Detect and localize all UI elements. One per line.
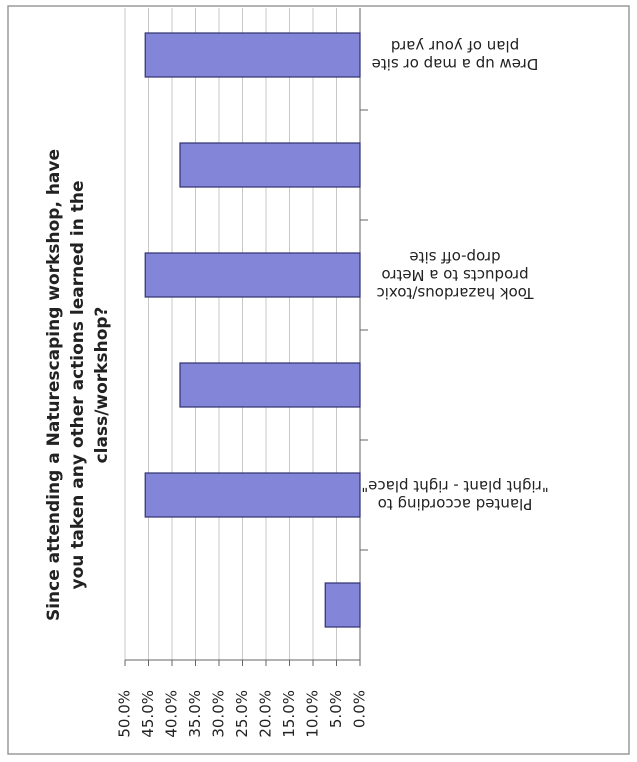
y-tick-label: 15.0% xyxy=(280,690,298,738)
bar xyxy=(179,142,361,188)
bar xyxy=(179,362,361,408)
x-tick-label: Planted according to"right plant - right… xyxy=(361,478,548,514)
bar xyxy=(144,472,361,518)
bar xyxy=(144,32,361,78)
y-tick-label: 45.0% xyxy=(139,690,157,738)
chart-title: Since attending a Naturescaping workshop… xyxy=(44,149,112,621)
bar xyxy=(324,582,361,628)
y-tick-label: 5.0% xyxy=(327,690,345,728)
x-tick-label: Drew up a map or siteplan of your yard xyxy=(372,38,539,74)
y-tick-label: 40.0% xyxy=(163,690,181,738)
y-tick-label: 0.0% xyxy=(351,690,369,728)
y-tick-label: 25.0% xyxy=(233,690,251,738)
y-tick-label: 35.0% xyxy=(186,690,204,738)
bar xyxy=(144,252,361,298)
x-tick-label: Took hazardous/toxicproducts to a Metrod… xyxy=(376,249,534,303)
y-tick-label: 10.0% xyxy=(304,690,322,738)
y-tick-label: 30.0% xyxy=(210,690,228,738)
y-tick-label: 50.0% xyxy=(116,690,134,738)
y-tick-label: 20.0% xyxy=(257,690,275,738)
